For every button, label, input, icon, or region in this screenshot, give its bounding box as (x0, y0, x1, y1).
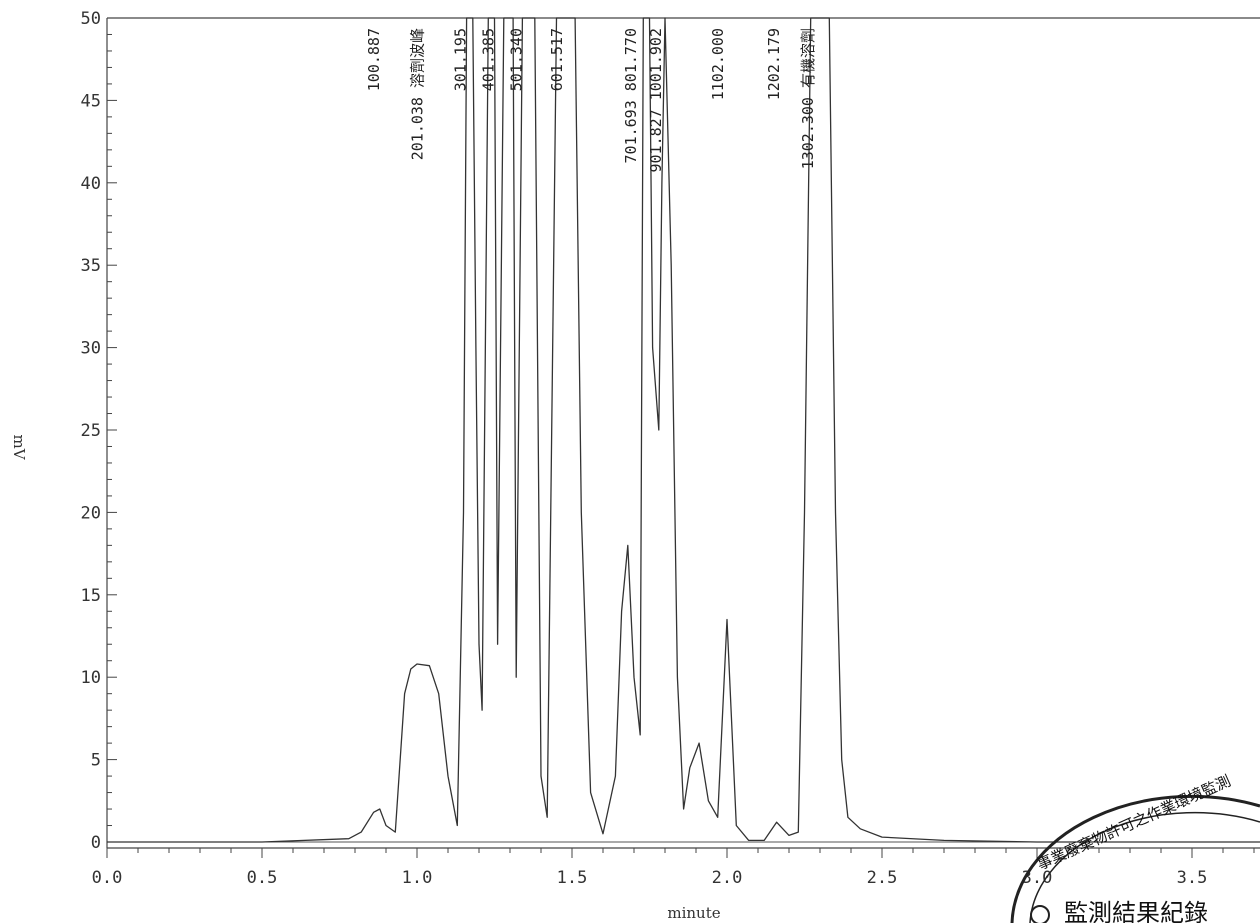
stamp-ring-inner (1029, 811, 1260, 923)
signal-trace (107, 17, 1260, 843)
y-tick-label: 25 (81, 421, 101, 441)
stamp-ring-outer (1010, 794, 1260, 923)
x-tick-label: 1.5 (557, 868, 588, 888)
peak-label: 1302.300 有機溶劑 (799, 28, 817, 169)
peak-label: 201.038 溶劑波峰 (408, 28, 426, 160)
peak-label: 401.385 (480, 28, 498, 91)
stamp-main-text: 監測結果紀錄 (1064, 899, 1208, 923)
y-tick-label: 10 (81, 668, 101, 688)
peak-label: 100.887 (365, 28, 383, 91)
plot-frame (106, 17, 1260, 849)
y-tick-label: 45 (81, 91, 101, 111)
y-tick-label: 30 (81, 339, 101, 359)
y-tick-label: 50 (81, 9, 101, 29)
x-tick-label: 2.0 (712, 868, 743, 888)
x-tick-label: 3.5 (1177, 868, 1208, 888)
y-tick-label: 0 (91, 833, 101, 853)
y-tick-label: 15 (81, 586, 101, 606)
peak-label: 301.195 (452, 28, 470, 91)
peak-labels: 100.887 201.038 溶劑波峰 301.195 401.385 501.340… (365, 28, 817, 173)
x-tick-label: 0.0 (92, 868, 123, 888)
peak-label: 701.693 801.770 (622, 28, 640, 163)
x-tick-label: 2.5 (867, 868, 898, 888)
y-tick-label: 35 (81, 256, 101, 276)
y-tick-label: 5 (91, 751, 101, 771)
peak-label: 901.827 1001.902 (647, 28, 665, 173)
x-tick-label: 0.5 (247, 868, 278, 888)
stamp-emblem-icon (1030, 905, 1050, 923)
series-line (107, 17, 1260, 843)
peak-label: 1102.000 (709, 28, 727, 100)
y-tick-label: 20 (81, 503, 101, 523)
axis-ticks (106, 17, 1255, 858)
certification-stamp: 事業廢棄物許可之作業環境監測 監測結果紀錄 (1010, 772, 1260, 923)
stamp-arc-text: 事業廢棄物許可之作業環境監測 (1034, 772, 1233, 874)
axis-tick-labels: 0 5 10 15 20 25 30 35 40 45 50 0.0 0.5 1.0 1.5 2.0 2.5 3.… (81, 9, 1208, 888)
peak-label: 1202.179 (765, 28, 783, 100)
x-axis-title: minute (667, 904, 720, 922)
peak-label: 601.517 (548, 28, 566, 91)
peak-label: 501.340 (508, 28, 526, 91)
x-tick-label: 1.0 (402, 868, 433, 888)
y-axis-title: mV (10, 434, 28, 460)
y-tick-label: 40 (81, 174, 101, 194)
